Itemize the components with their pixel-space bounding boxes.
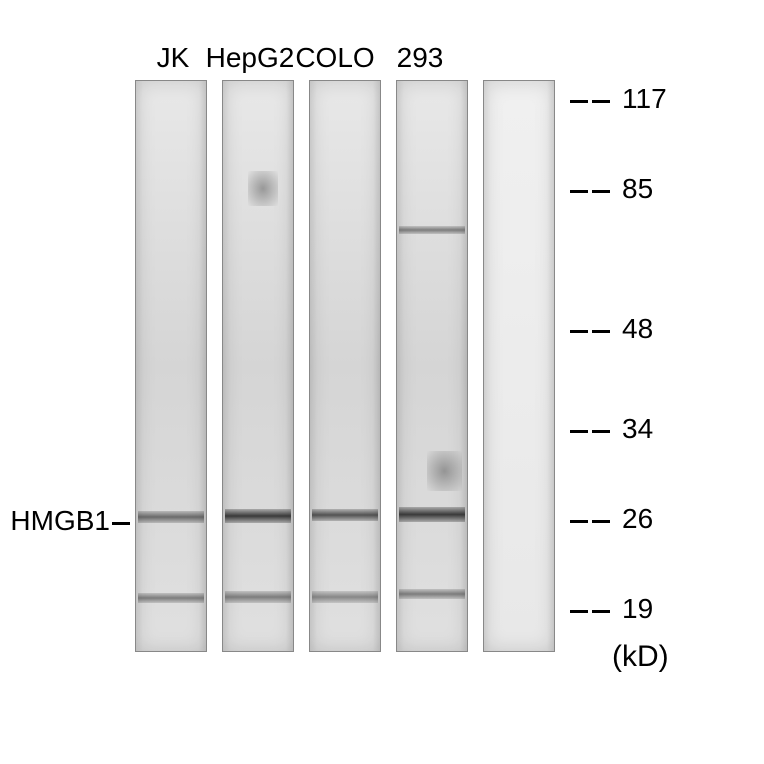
smudge-artifact — [248, 171, 278, 206]
lane-jk — [135, 80, 207, 652]
band-hmgb1 — [225, 509, 291, 523]
lane-label-text: JK — [157, 42, 190, 73]
mw-tick-48 — [570, 330, 588, 333]
lane-texture — [223, 81, 293, 651]
mw-tick-34b — [592, 430, 610, 433]
mw-tick-85b — [592, 190, 610, 193]
mw-tick-85 — [570, 190, 588, 193]
band-upper — [399, 226, 465, 234]
lane-label-text: COLO — [295, 42, 374, 73]
band-hmgb1 — [399, 507, 465, 522]
band-secondary — [312, 591, 378, 603]
lane-293 — [396, 80, 468, 652]
mw-tick-19 — [570, 610, 588, 613]
lane-label-colo: COLO — [295, 42, 375, 74]
protein-name-label: HMGB1 — [2, 505, 110, 537]
mw-tick-117 — [570, 100, 588, 103]
lane-label-hepg2: HepG2 — [205, 42, 295, 74]
band-hmgb1 — [138, 511, 204, 523]
mw-label-117: 117 — [622, 83, 667, 115]
lane-label-jk: JK — [148, 42, 198, 74]
lane-label-293: 293 — [390, 42, 450, 74]
mw-label-48: 48 — [622, 313, 653, 345]
mw-tick-19b — [592, 610, 610, 613]
protein-tick-2 — [114, 522, 122, 525]
lanes-container — [135, 80, 555, 652]
smudge-artifact — [427, 451, 462, 491]
band-secondary — [225, 591, 291, 603]
mw-tick-34 — [570, 430, 588, 433]
kd-unit-label: (kD) — [612, 640, 669, 674]
mw-tick-117b — [592, 100, 610, 103]
lane-texture — [397, 81, 467, 651]
mw-tick-26 — [570, 520, 588, 523]
band-hmgb1 — [312, 509, 378, 521]
lane-colo — [309, 80, 381, 652]
lane-texture — [484, 81, 554, 651]
mw-label-34: 34 — [622, 413, 653, 445]
band-secondary — [138, 593, 204, 603]
lane-label-text: HepG2 — [206, 42, 295, 73]
mw-tick-26b — [592, 520, 610, 523]
mw-label-19: 19 — [622, 593, 653, 625]
lane-label-text: 293 — [397, 42, 444, 73]
lane-hepg2 — [222, 80, 294, 652]
lane-marker — [483, 80, 555, 652]
lane-texture — [136, 81, 206, 651]
mw-tick-48b — [592, 330, 610, 333]
mw-label-85: 85 — [622, 173, 653, 205]
mw-label-26: 26 — [622, 503, 653, 535]
lane-texture — [310, 81, 380, 651]
protein-name-text: HMGB1 — [10, 505, 110, 536]
band-secondary — [399, 589, 465, 599]
